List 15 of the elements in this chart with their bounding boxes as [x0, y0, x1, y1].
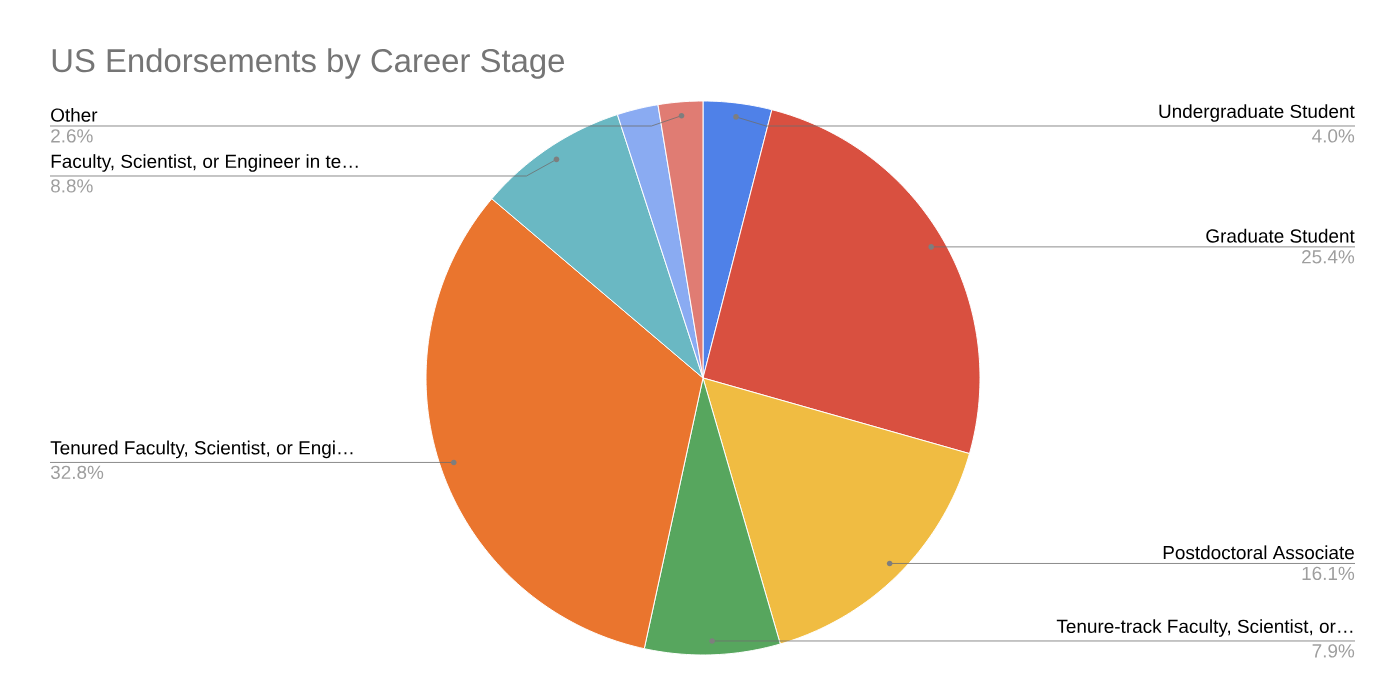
- data-label: 2.6%: [51, 129, 93, 143]
- slice-label: Undergraduate Student: [1159, 104, 1355, 122]
- chart-title: US Endorsements by Career Stage: [52, 48, 564, 79]
- slice-label: Other: [51, 107, 98, 122]
- slice-label: Faculty, Scientist, or Engineer in te…: [51, 154, 358, 172]
- slice-label: Tenured Faculty, Scientist, or Engi…: [50, 440, 353, 459]
- slice-label: Postdoctoral Associate: [1163, 545, 1354, 560]
- slice-label: Graduate Student: [1206, 228, 1355, 243]
- data-label: 16.1%: [1302, 566, 1355, 581]
- data-label: 7.9%: [1312, 644, 1355, 658]
- data-label: 25.4%: [1302, 250, 1355, 264]
- data-label: 32.8%: [50, 465, 104, 480]
- data-label: 4.0%: [1312, 129, 1355, 143]
- data-label: 8.8%: [51, 179, 93, 193]
- slice-label: Tenure-track Faculty, Scientist, or…: [1056, 619, 1353, 637]
